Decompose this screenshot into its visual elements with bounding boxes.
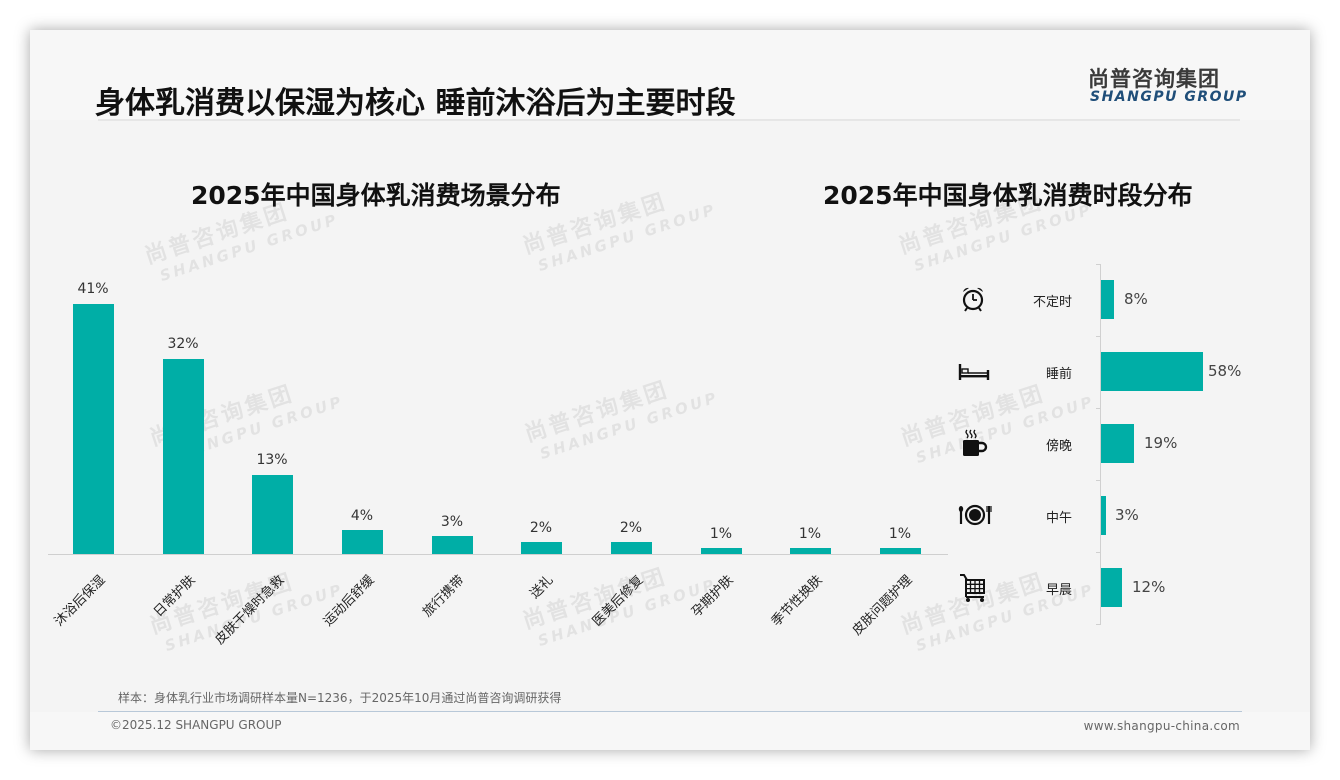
bar <box>701 548 742 554</box>
bar <box>521 542 562 554</box>
hot-cup-icon <box>958 428 988 458</box>
bar <box>252 475 293 554</box>
bed-icon <box>958 356 990 386</box>
axis-tick <box>1096 552 1101 553</box>
bar <box>1101 352 1203 391</box>
scene-bar-chart: 41% 32% 13% 4% 3% 2% 2% 1% 1% 1% <box>48 270 948 555</box>
bar-value-label: 13% <box>256 452 288 468</box>
bar-value-label: 3% <box>1115 506 1139 524</box>
bar <box>1101 280 1114 319</box>
bar <box>790 548 831 554</box>
time-row: 不定时 8% <box>950 264 1290 336</box>
time-row: 早晨 12% <box>950 552 1290 624</box>
bar <box>1101 424 1134 463</box>
title-divider <box>98 119 1240 121</box>
axis-tick <box>1096 624 1101 625</box>
bar-value-label: 32% <box>167 336 199 352</box>
category-label: 送礼 <box>527 572 557 602</box>
bar-value-label: 3% <box>440 514 464 530</box>
footer-band <box>30 712 1310 750</box>
axis-tick <box>1096 336 1101 337</box>
bar <box>611 542 652 554</box>
category-label: 皮肤干燥时急救 <box>212 572 288 648</box>
time-row: 傍晚 19% <box>950 408 1290 480</box>
time-label: 不定时 <box>1032 295 1072 310</box>
bar <box>163 359 204 554</box>
category-label: 旅行携带 <box>420 572 468 621</box>
time-label: 中午 <box>1045 511 1072 526</box>
bar <box>432 536 473 554</box>
category-label: 孕期护肤 <box>689 572 737 621</box>
bar-value-label: 2% <box>529 520 553 536</box>
shopping-cart-icon <box>958 572 988 602</box>
time-chart-title: 2025年中国身体乳消费时段分布 <box>823 181 1193 210</box>
bar-value-label: 4% <box>350 508 374 524</box>
category-label: 季节性换肤 <box>768 572 826 630</box>
page-title: 身体乳消费以保湿为核心 睡前沐浴后为主要时段 <box>95 86 736 121</box>
category-label: 皮肤问题护理 <box>849 572 916 639</box>
category-label: 日常护肤 <box>151 572 199 621</box>
axis-tick <box>1096 480 1101 481</box>
bar-value-label: 1% <box>709 526 733 542</box>
bar-value-label: 12% <box>1132 578 1166 596</box>
website-link[interactable]: www.shangpu-china.com <box>1083 719 1240 733</box>
time-label: 傍晚 <box>1045 439 1072 454</box>
bar <box>342 530 383 554</box>
bar-value-label: 58% <box>1208 362 1242 380</box>
bar-value-label: 19% <box>1144 434 1178 452</box>
bar <box>73 304 114 554</box>
logo-chinese: 尚普咨询集团 <box>1088 67 1220 91</box>
bar-value-label: 2% <box>619 520 643 536</box>
logo-english: SHANGPU GROUP <box>1090 89 1248 105</box>
time-row: 睡前 58% <box>950 336 1290 408</box>
time-label: 早晨 <box>1045 583 1072 598</box>
x-axis-line <box>48 554 948 555</box>
copyright: ©2025.12 SHANGPU GROUP <box>110 718 282 732</box>
bar-value-label: 1% <box>888 526 912 542</box>
bar <box>1101 568 1122 607</box>
bar-value-label: 41% <box>77 281 109 297</box>
category-label: 医美后修复 <box>589 572 647 630</box>
bar <box>880 548 921 554</box>
axis-tick <box>1096 408 1101 409</box>
plate-cutlery-icon <box>958 500 992 530</box>
time-label: 睡前 <box>1045 367 1072 382</box>
axis-tick <box>1096 264 1101 265</box>
category-label: 沐浴后保湿 <box>51 572 109 630</box>
sample-footnote: 样本：身体乳行业市场调研样本量N=1236，于2025年10月通过尚普咨询调研获… <box>118 691 562 705</box>
footer-divider <box>98 711 1242 712</box>
category-label: 运动后舒缓 <box>320 572 378 630</box>
y-axis-line <box>1100 264 1101 624</box>
bar-value-label: 1% <box>798 526 822 542</box>
header-band <box>30 30 1310 120</box>
scene-chart-title: 2025年中国身体乳消费场景分布 <box>191 181 561 210</box>
slide: 身体乳消费以保湿为核心 睡前沐浴后为主要时段 尚普咨询集团 SHANGPU GR… <box>30 30 1310 750</box>
bar <box>1101 496 1106 535</box>
bar-value-label: 8% <box>1124 290 1148 308</box>
alarm-clock-icon <box>958 284 988 314</box>
time-row: 中午 3% <box>950 480 1290 552</box>
